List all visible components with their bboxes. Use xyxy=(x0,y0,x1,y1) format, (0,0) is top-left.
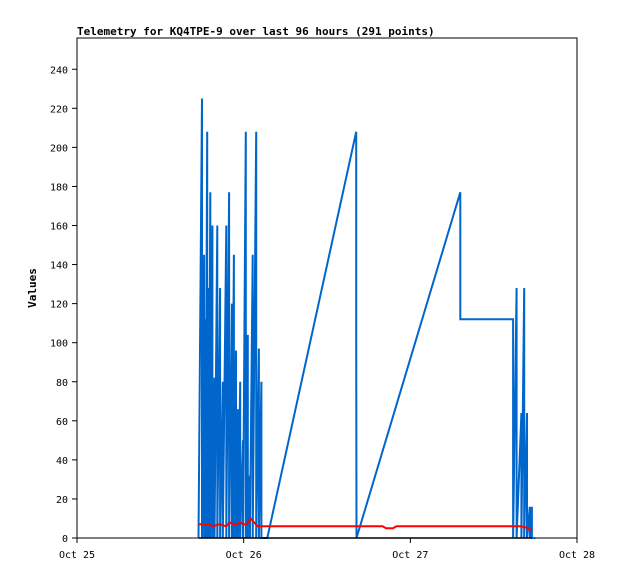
x-axis: Oct 25 Oct 26 Oct 27 Oct 28 xyxy=(59,538,595,561)
y-tick-label: 240 xyxy=(50,65,68,76)
y-tick-label: 80 xyxy=(56,378,68,389)
plot-frame xyxy=(76,37,578,539)
y-tick-label: 140 xyxy=(50,261,68,272)
y-tick-label: 160 xyxy=(50,222,68,233)
x-tick-label: Oct 27 xyxy=(392,550,428,561)
y-axis: 0 20 40 60 80 100 120 140 160 180 200 220 240 xyxy=(50,65,77,545)
x-tick-label: Oct 26 xyxy=(226,550,262,561)
y-tick-label: 220 xyxy=(50,104,68,115)
y-axis-label: Values xyxy=(26,268,39,308)
y-tick-label: 40 xyxy=(56,456,68,467)
y-tick-label: 0 xyxy=(62,534,68,545)
y-tick-label: 120 xyxy=(50,300,68,311)
series-layer xyxy=(197,98,536,539)
chart-title: Telemetry for KQ4TPE-9 over last 96 hour… xyxy=(77,25,435,38)
x-tick-label: Oct 28 xyxy=(559,550,595,561)
y-tick-label: 200 xyxy=(50,143,68,154)
y-tick-label: 100 xyxy=(50,339,68,350)
series-line-2 xyxy=(198,516,533,532)
x-tick-label: Oct 25 xyxy=(59,550,95,561)
series-line-1 xyxy=(197,98,536,539)
y-tick-label: 20 xyxy=(56,495,68,506)
y-tick-label: 180 xyxy=(50,182,68,193)
y-tick-label: 60 xyxy=(56,417,68,428)
